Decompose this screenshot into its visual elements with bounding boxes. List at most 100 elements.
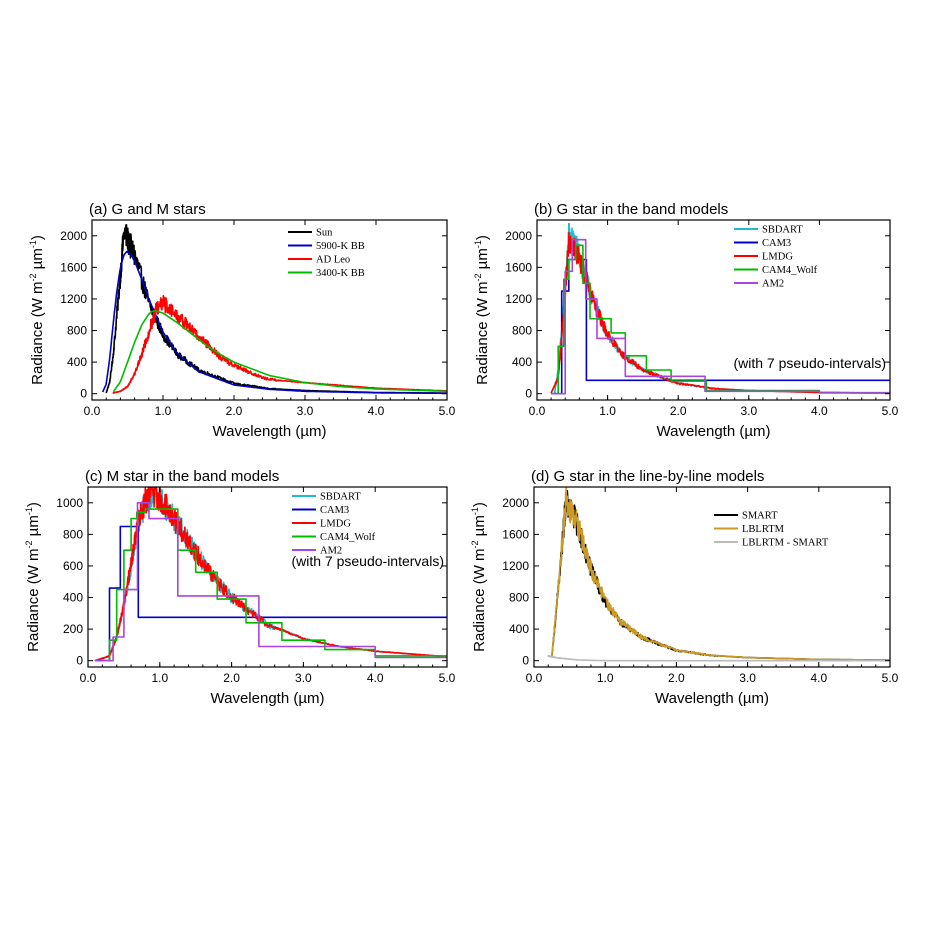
legend-entry: AM2 [320, 546, 342, 557]
legend-entry: Sun [316, 228, 333, 239]
y-axis-label-part: -2 [470, 540, 480, 548]
series-line-3400-k-bb [112, 310, 447, 393]
series-line-lmdg [94, 487, 447, 662]
y-tick-label: 1200 [505, 292, 532, 306]
y-axis-label-part: ) [25, 502, 42, 507]
legend: Sun 5900-K BB AD Leo 3400-K BB [288, 228, 365, 279]
x-tick-label: 3.0 [740, 404, 757, 418]
x-tick-label: 3.0 [297, 404, 314, 418]
y-axis-label-part: -1 [24, 507, 34, 515]
legend-entry: CAM3 [762, 238, 791, 249]
legend: SBDART CAM3 LMDG CAM4_Wolf AM2 [734, 225, 818, 290]
x-tick-label: 1.0 [155, 404, 172, 418]
y-tick-label: 0 [525, 387, 532, 401]
y-axis-label-part: ) [474, 235, 491, 240]
x-axis-label: Wavelength (µm) [213, 423, 327, 440]
y-axis-label-part: -1 [473, 240, 483, 248]
x-tick-label: 5.0 [882, 671, 899, 685]
series-line-cam4-wolf [95, 508, 447, 662]
y-axis-label: Radiance (W m-2 µm-1) [24, 502, 42, 652]
plot-frame [536, 219, 891, 401]
x-tick-label: 0.0 [526, 671, 543, 685]
legend-entry: CAM3 [320, 505, 349, 516]
legend-entry: SMART [742, 511, 778, 522]
y-axis-label-part: ) [29, 235, 46, 240]
y-axis-label: Radiance (W m-2 µm-1) [473, 235, 491, 385]
y-tick-label: 800 [512, 324, 532, 338]
y-tick-label: 0 [76, 654, 83, 668]
x-tick-label: 0.0 [529, 404, 546, 418]
y-tick-label: 400 [67, 355, 87, 369]
x-tick-label: 2.0 [223, 671, 240, 685]
y-axis-label-part: -1 [28, 240, 38, 248]
plot-area [547, 487, 890, 662]
y-tick-label: 800 [63, 527, 83, 541]
legend-entry: 5900-K BB [316, 241, 365, 252]
plot-area [550, 222, 890, 395]
x-tick-label: 3.0 [739, 671, 756, 685]
y-axis-label-part: ) [471, 502, 488, 507]
y-tick-label: 400 [509, 622, 529, 636]
y-tick-label: 1200 [60, 292, 87, 306]
x-tick-label: 4.0 [367, 671, 384, 685]
x-tick-label: 3.0 [295, 671, 312, 685]
panel-title: (d) G star in the line-by-line models [531, 468, 764, 485]
series-line-lmdg [550, 231, 890, 394]
panel-title: (b) G star in the band models [534, 201, 728, 218]
x-tick-label: 2.0 [226, 404, 243, 418]
x-axis-label: Wavelength (µm) [211, 690, 325, 707]
y-axis-label-part: Radiance (W m [474, 281, 491, 384]
y-axis-label-part: µm [474, 248, 491, 273]
y-tick-label: 200 [63, 622, 83, 636]
series-line-cam4-wolf [551, 244, 890, 395]
panel-a: (a) G and M stars 0.0 1.0 2.0 3.0 4.0 5.0 0 400 8… [28, 201, 456, 440]
x-axis-label: Wavelength (µm) [655, 690, 769, 707]
legend-entry: CAM4_Wolf [762, 265, 818, 276]
y-tick-label: 400 [512, 355, 532, 369]
legend: SBDART CAM3 LMDG CAM4_Wolf AM2 [292, 492, 376, 557]
y-tick-label: 2000 [502, 496, 529, 510]
y-axis-label-part: -2 [473, 273, 483, 281]
x-tick-label: 4.0 [811, 404, 828, 418]
y-axis-label-part: -1 [470, 507, 480, 515]
legend-entry: LBLRTM [742, 524, 785, 535]
x-tick-label: 5.0 [439, 404, 456, 418]
x-tick-label: 4.0 [810, 671, 827, 685]
y-axis-label-part: -2 [28, 273, 38, 281]
legend-entry: LBLRTM - SMART [742, 538, 829, 549]
y-tick-label: 0 [80, 387, 87, 401]
annotation-text: (with 7 pseudo-intervals) [733, 355, 886, 371]
series-line-am2 [551, 238, 890, 395]
x-tick-label: 1.0 [151, 671, 168, 685]
y-axis-label-part: µm [29, 248, 46, 273]
y-tick-label: 1600 [502, 527, 529, 541]
y-tick-label: 1200 [502, 559, 529, 573]
legend-entry: LMDG [320, 519, 351, 530]
x-tick-label: 2.0 [670, 404, 687, 418]
y-axis-label-part: Radiance (W m [29, 281, 46, 384]
series-line-5900-k-bb [101, 250, 447, 395]
y-axis-label: Radiance (W m-2 µm-1) [470, 502, 488, 652]
x-tick-label: 5.0 [439, 671, 456, 685]
plot-frame [533, 486, 891, 668]
series-line-cam3 [95, 525, 447, 662]
y-tick-label: 800 [67, 324, 87, 338]
panel-title: (a) G and M stars [89, 201, 206, 218]
panel-d: (d) G star in the line-by-line models 0.0… [470, 468, 899, 707]
y-tick-label: 400 [63, 591, 83, 605]
x-tick-label: 5.0 [882, 404, 899, 418]
y-tick-label: 2000 [60, 229, 87, 243]
y-axis-label-part: µm [25, 515, 42, 540]
y-tick-label: 0 [522, 654, 529, 668]
legend-entry: 3400-K BB [316, 268, 365, 279]
legend-entry: CAM4_Wolf [320, 532, 376, 543]
legend: SMART LBLRTM LBLRTM - SMART [714, 511, 829, 549]
y-tick-label: 600 [63, 559, 83, 573]
x-tick-label: 1.0 [597, 671, 614, 685]
plot-area [101, 224, 447, 395]
x-tick-label: 4.0 [368, 404, 385, 418]
y-axis-label-part: -2 [24, 540, 34, 548]
series-line-lblrtm-smart [547, 654, 890, 662]
y-tick-label: 1000 [56, 496, 83, 510]
